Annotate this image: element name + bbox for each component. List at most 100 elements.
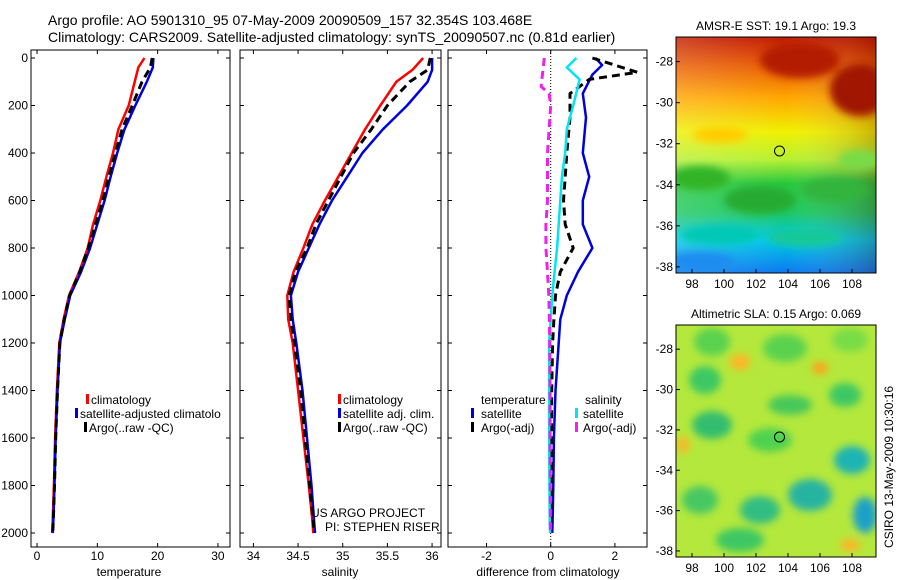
sla-blob bbox=[694, 328, 730, 356]
sla-blob bbox=[689, 366, 721, 394]
sst-map: AMSR-E SST: 19.1 Argo: 19.3 -28 -30 -32 -34… bbox=[656, 19, 877, 291]
lat-tick-label: -34 bbox=[656, 463, 674, 477]
sst-map-frame bbox=[675, 36, 877, 274]
lon-tick-label: 100 bbox=[714, 277, 734, 291]
legend-swatch-argo bbox=[338, 422, 341, 432]
difference-yticks bbox=[448, 57, 647, 534]
legend-label-satellite: satellite-adjusted climatolo bbox=[80, 407, 221, 421]
sla-argo-marker bbox=[774, 431, 785, 443]
sla-map-title: Altimetric SLA: 0.15 Argo: 0.069 bbox=[691, 307, 861, 321]
sst-blob bbox=[680, 225, 760, 245]
sla-blob bbox=[853, 497, 876, 533]
series-line-climatology bbox=[50, 57, 146, 534]
legend-header-salinity: salinity bbox=[585, 393, 622, 407]
sla-map-frame bbox=[675, 324, 877, 558]
difference-legend: temperature salinity satellite Argo(-adj… bbox=[471, 393, 636, 435]
x-tick-label: 0 bbox=[34, 549, 41, 563]
lon-tick-label: 104 bbox=[778, 277, 798, 291]
temperature-xticks: 0 10 20 30 bbox=[34, 50, 225, 563]
sla-blob bbox=[788, 479, 832, 511]
sla-blob bbox=[730, 354, 750, 370]
lon-tick-label: 106 bbox=[810, 277, 830, 291]
lat-tick-label: -36 bbox=[656, 504, 674, 518]
legend-swatch-argo bbox=[84, 422, 87, 432]
lat-tick-label: -38 bbox=[656, 260, 674, 274]
sla-map-xticks: 98 100 102 104 106 108 bbox=[685, 553, 862, 575]
sla-blobs bbox=[677, 328, 876, 552]
difference-panel: -2 0 2 difference from climatology tempera… bbox=[447, 49, 648, 579]
legend-label-sal-satellite: satellite bbox=[583, 407, 624, 421]
depth-tick-label: 1400 bbox=[1, 384, 28, 398]
legend-label-argo: Argo(..raw -QC) bbox=[89, 421, 174, 435]
lat-tick-label: -32 bbox=[656, 423, 674, 437]
sst-map-title: AMSR-E SST: 19.1 Argo: 19.3 bbox=[696, 19, 856, 33]
legend-label-satellite: satellite adj. clim. bbox=[343, 407, 434, 421]
x-tick-label: -2 bbox=[481, 549, 492, 563]
lon-tick-label: 100 bbox=[714, 561, 734, 575]
sst-map-xticks: 98 100 102 104 106 108 bbox=[685, 269, 862, 291]
series-line-climatology bbox=[286, 57, 425, 534]
series-line-argo-raw-qc- bbox=[51, 57, 154, 534]
temperature-lines bbox=[50, 57, 155, 534]
sst-blob bbox=[692, 127, 748, 143]
sst-blob bbox=[801, 178, 869, 202]
sla-blob bbox=[763, 334, 807, 362]
series-line-temperature-argo-adj- bbox=[549, 56, 639, 534]
sla-blob bbox=[748, 428, 792, 452]
lon-tick-label: 104 bbox=[778, 561, 798, 575]
depth-tick-label: 2000 bbox=[1, 526, 28, 540]
legend-label-climatology: climatology bbox=[91, 393, 151, 407]
legend-label-sal-argo: Argo(-adj) bbox=[583, 421, 636, 435]
temperature-panel: 0 200 400 600 800 1000 1200 1400 1600 1800 2000 0 1… bbox=[1, 49, 231, 579]
sst-blob bbox=[838, 150, 876, 170]
legend-swatch-satellite bbox=[338, 408, 341, 418]
sst-blob bbox=[760, 42, 840, 78]
legend-swatch-temp-satellite bbox=[471, 408, 474, 418]
sla-blob bbox=[768, 395, 812, 415]
depth-tick-label: 0 bbox=[21, 51, 28, 65]
lat-tick-label: -28 bbox=[656, 342, 674, 356]
lon-tick-label: 108 bbox=[842, 561, 862, 575]
lon-tick-label: 108 bbox=[842, 277, 862, 291]
sst-blob bbox=[830, 64, 876, 116]
x-tick-label: 35 bbox=[336, 549, 350, 563]
sst-blobs bbox=[676, 42, 876, 272]
legend-swatch-satellite bbox=[75, 408, 78, 418]
sla-blob bbox=[829, 383, 861, 407]
lat-tick-label: -28 bbox=[656, 55, 674, 69]
salinity-lines bbox=[286, 57, 434, 534]
lon-tick-label: 98 bbox=[685, 561, 699, 575]
depth-tick-label: 400 bbox=[8, 146, 28, 160]
x-tick-label: 34 bbox=[247, 549, 261, 563]
sla-map: Altimetric SLA: 0.15 Argo: 0.069 bbox=[656, 307, 877, 575]
x-tick-label: 2 bbox=[612, 549, 619, 563]
sst-map-field bbox=[676, 37, 876, 273]
x-tick-label: 20 bbox=[151, 549, 165, 563]
temperature-legend: climatology satellite-adjusted climatolo… bbox=[75, 393, 221, 435]
figure-title-line1: Argo profile: AO 5901310_95 07-May-2009 … bbox=[48, 12, 532, 28]
depth-tick-label: 1000 bbox=[1, 289, 28, 303]
sst-blob bbox=[767, 229, 843, 247]
x-tick-label: 10 bbox=[91, 549, 105, 563]
figure-title-line2: Climatology: CARS2009. Satellite-adjuste… bbox=[48, 29, 615, 45]
series-line-temperature-satellite bbox=[551, 57, 604, 534]
lon-tick-label: 106 bbox=[810, 561, 830, 575]
difference-xlabel: difference from climatology bbox=[476, 565, 619, 579]
sla-map-yticks: -28 -30 -32 -34 -36 -38 bbox=[656, 342, 680, 558]
sla-blob bbox=[716, 528, 764, 552]
lon-tick-label: 102 bbox=[746, 277, 766, 291]
depth-tick-label: 1800 bbox=[1, 479, 28, 493]
sla-map-field bbox=[676, 325, 876, 557]
salinity-yticks bbox=[240, 57, 441, 534]
depth-tick-label: 800 bbox=[8, 241, 28, 255]
sst-argo-marker bbox=[774, 145, 785, 157]
sla-blob bbox=[740, 496, 780, 524]
series-line-argo-raw-qc- bbox=[287, 57, 432, 534]
temperature-axes-frame bbox=[30, 49, 231, 548]
sla-blob bbox=[834, 446, 870, 474]
legend-swatch-climatology bbox=[338, 394, 341, 404]
series-line-salinity-argo-adj- bbox=[539, 57, 553, 533]
sla-blob bbox=[682, 486, 718, 514]
lon-tick-label: 98 bbox=[685, 277, 699, 291]
